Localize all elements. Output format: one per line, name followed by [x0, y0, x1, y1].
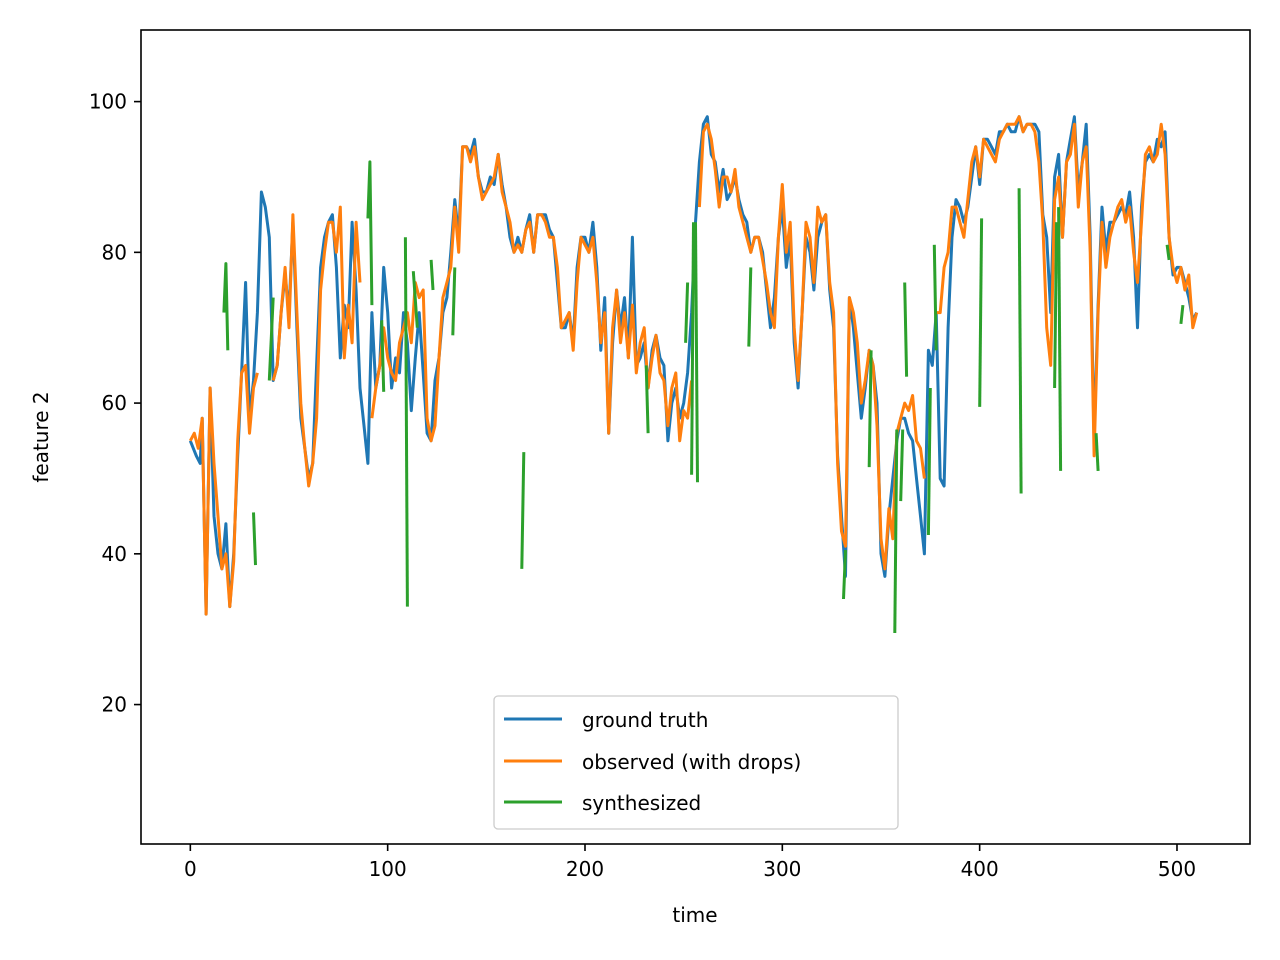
series-synthesized-segment-18 [899, 429, 905, 502]
series-synthesized-segment-0 [222, 262, 230, 351]
y-tick-label: 20 [102, 693, 127, 717]
x-tick-label: 0 [184, 857, 197, 881]
series-synthesized-segment-4 [380, 320, 386, 392]
series-observed-with-drops-line [188, 115, 1199, 616]
series-synthesized-segment-23 [1017, 188, 1023, 494]
y-tick-label: 100 [89, 90, 127, 114]
series-synthesized-segment-24 [1053, 222, 1059, 389]
series-synthesized-segment-27 [1165, 244, 1171, 261]
x-tick-label: 400 [961, 857, 999, 881]
legend-label-synthesized: synthesized [582, 791, 701, 815]
series-synthesized-segment-9 [520, 452, 526, 569]
y-tick-label: 80 [102, 240, 127, 264]
series-synthesized-segment-8 [451, 267, 457, 336]
x-axis-label: time [672, 903, 717, 927]
x-tick-label: 500 [1158, 857, 1196, 881]
series-synthesized-segment-14 [747, 267, 753, 347]
series-layer [188, 115, 1199, 634]
x-axis-ticks: 0 100 200 300 400 500 [184, 844, 1196, 881]
series-synthesized-segment-1 [252, 512, 257, 566]
x-tick-label: 300 [763, 857, 801, 881]
series-synthesized-segment-5 [403, 237, 409, 607]
series-synthesized-segment-2 [267, 297, 275, 381]
series-synthesized-segment-11 [684, 282, 690, 343]
series-synthesized-segment-17 [893, 429, 899, 634]
series-synthesized-segment-13 [694, 222, 699, 483]
legend-box [493, 695, 899, 830]
series-synthesized-segment-16 [867, 350, 873, 468]
series-synthesized-segment-10 [644, 365, 650, 434]
series-synthesized-segment-20 [926, 387, 932, 536]
y-tick-label: 60 [102, 391, 127, 415]
legend-label-ground-truth: ground truth [582, 708, 708, 732]
series-synthesized-segment-22 [978, 218, 984, 407]
x-tick-label: 100 [369, 857, 407, 881]
series-synthesized-segment-25 [1057, 207, 1063, 471]
series-synthesized-segment-21 [932, 244, 938, 351]
series-synthesized-segment-12 [690, 222, 695, 475]
legend-label-observed: observed (with drops) [582, 750, 801, 774]
y-axis-ticks: 20 40 60 80 100 [89, 90, 141, 717]
series-synthesized-segment-28 [1179, 304, 1185, 325]
legend: ground truth observed (with drops) synth… [493, 695, 899, 830]
series-synthesized-segment-7 [429, 259, 435, 291]
series-synthesized-segment-19 [903, 282, 909, 377]
series-synthesized-segment-15 [842, 550, 847, 600]
x-tick-label: 200 [566, 857, 604, 881]
series-synthesized-segment-6 [411, 271, 419, 328]
y-axis-label: feature 2 [29, 391, 53, 482]
series-synthesized-segment-3 [366, 160, 374, 306]
y-tick-label: 40 [102, 542, 127, 566]
plot-frame [140, 29, 1251, 845]
series-synthesized-segment-26 [1094, 433, 1100, 471]
